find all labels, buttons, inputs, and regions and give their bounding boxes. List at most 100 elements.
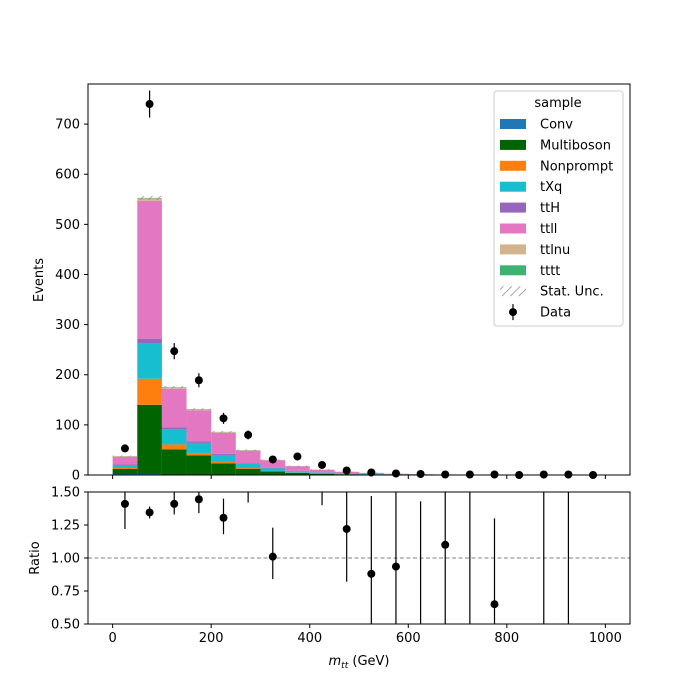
bar-nonprompt-bin-4 [211,461,236,464]
bar-multiboson-bin-0 [112,468,138,474]
main-y-axis-label: Events [32,258,47,302]
bar-multiboson-bin-5 [235,468,261,475]
stacked-bars [112,197,581,475]
legend-label-multiboson: Multiboson [540,138,611,153]
bar-txq-bin-3 [186,442,212,453]
ratio-y-tick-label-3: 1.25 [51,519,80,534]
main-y-tick-label-0: 0 [72,469,80,484]
bar-multiboson-bin-6 [260,471,286,475]
bar-txq-bin-1 [137,343,162,379]
data-points [120,90,598,479]
data-point-13 [441,470,450,479]
stat-unc-band-bin-5 [235,449,261,451]
data-point-2 [170,347,179,356]
legend-swatch-nonprompt [500,160,526,171]
legend-box [493,90,624,327]
bar-ttll-bin-0 [112,456,138,465]
main-y-tick-label-2: 200 [55,368,80,383]
main-y-tick-label-1: 100 [55,418,80,433]
legend-swatch-multiboson [500,139,526,150]
data-point-12 [416,469,425,478]
bar-tth-bin-6 [260,467,286,469]
bar-ttll-bin-3 [186,410,212,442]
ratio-y-tick-label-2: 1.00 [51,552,80,567]
ratio-y-ticks: 0.50 0.75 1.00 1.25 1.50 [51,486,88,633]
main-y-tick-label-6: 600 [55,168,80,183]
ratio-point-7 [293,409,301,417]
x-axis-label: mtt (GeV) [329,654,390,671]
bar-tth-bin-4 [211,453,236,455]
data-point-1 [145,100,154,109]
data-point-4 [219,414,228,423]
bar-ttll-bin-8 [309,469,335,473]
main-y-tick-label-7: 700 [55,118,80,133]
data-point-8 [318,460,327,469]
legend-label-conv: Conv [540,118,573,133]
bar-multiboson-bin-3 [186,455,212,475]
legend-label-ttll: ttll [540,222,557,237]
bar-multiboson-bin-1 [137,404,162,474]
data-point-7 [293,452,302,461]
bar-tth-bin-3 [186,441,212,443]
data-point-15 [490,470,499,479]
bar-txq-bin-8 [309,472,335,474]
ratio-point-9 [342,524,351,533]
ratio-point-11 [391,562,400,571]
bar-tth-bin-0 [112,464,138,465]
ratio-x-tick-label-2: 400 [297,631,322,646]
ratio-point-4 [219,513,228,522]
bar-ttll-bin-1 [137,200,162,339]
ratio-y-tick-label-4: 1.50 [51,486,80,501]
bar-txq-bin-0 [112,464,138,468]
main-y-tick-label-5: 500 [55,218,80,233]
legend-label-nonprompt: Nonprompt [540,159,613,174]
main-plot-frame [87,83,631,476]
bar-ttll-bin-6 [260,460,286,468]
legend-swatch-stat-unc [500,286,526,297]
bar-conv-bin-0 [112,473,138,475]
ratio-x-tick-label-4: 800 [494,631,519,646]
ratio-point-8 [318,448,326,456]
legend-label-tttt: tttt [540,264,560,279]
bar-txq-bin-7 [285,471,310,473]
bar-conv-bin-1 [137,473,162,475]
bar-nonprompt-bin-3 [186,452,212,456]
ratio-point-3 [194,495,203,504]
bar-nonprompt-bin-1 [137,378,162,405]
ratio-point-6 [268,552,277,561]
legend-label-txq: tXq [540,180,562,195]
bar-txq-bin-2 [161,429,187,445]
ratio-y-axis-label: Ratio [28,541,43,574]
data-point-10 [367,468,376,477]
bar-ttll-bin-2 [161,388,187,428]
bar-ttll-bin-4 [211,432,236,454]
bar-multiboson-bin-7 [285,472,310,475]
bar-txq-bin-6 [260,468,286,471]
legend: sample Conv Multiboson Nonprompt tXq ttH ttll… [493,90,624,327]
ratio-point-1 [145,508,154,517]
legend-swatch-conv [500,119,526,129]
ratio-point-5 [244,476,252,484]
main-y-ticks: 0 100 200 300 400 500 600 700 [55,118,88,484]
ratio-point-17 [564,646,572,654]
ratio-y-tick-label-0: 0.50 [51,618,80,633]
data-point-11 [391,469,400,478]
data-point-6 [268,455,277,464]
legend-swatch-txq [500,181,526,192]
bar-tth-bin-2 [161,427,187,430]
data-point-18 [564,470,573,479]
legend-label-stat-unc: Stat. Unc. [540,285,604,300]
bar-txq-bin-5 [235,463,261,468]
ratio-x-tick-label-5: 1000 [589,631,622,646]
ratio-x-tick-label-0: 0 [108,631,116,646]
data-point-17 [539,470,548,479]
main-y-tick-label-4: 400 [55,268,80,283]
data-point-9 [342,466,351,475]
data-point-5 [244,430,253,439]
data-point-3 [194,376,203,385]
bar-txq-bin-4 [211,454,236,462]
stat-unc-band-bin-4 [211,431,236,433]
bar-tth-bin-1 [137,338,162,344]
legend-items: Conv Multiboson Nonprompt tXq ttH ttll ttlnu tt… [500,118,613,321]
